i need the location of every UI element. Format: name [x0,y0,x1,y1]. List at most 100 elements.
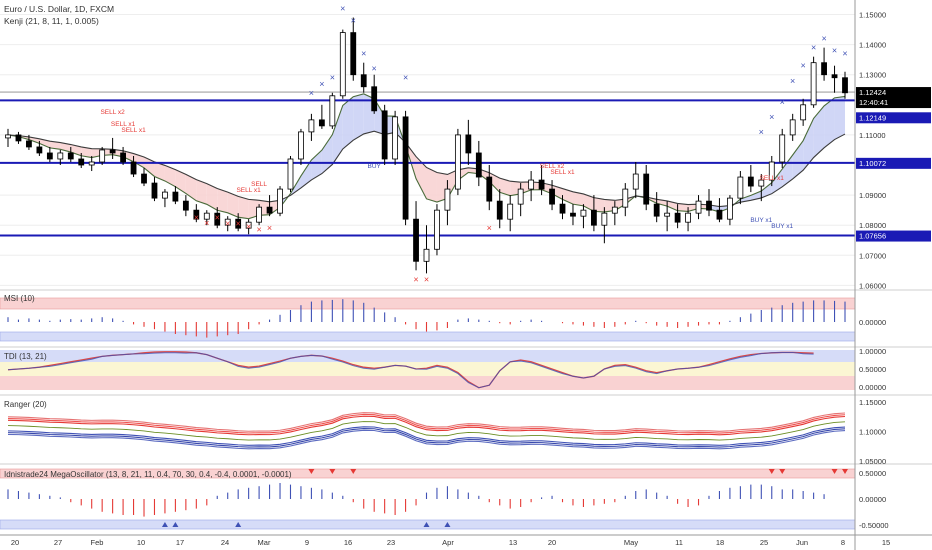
signal-x-marker: × [487,223,492,233]
candle-body [141,173,147,184]
candle-body [266,206,273,214]
signal-x-marker: × [769,112,774,122]
candle-body [5,134,11,139]
mega-buy-arrow [423,522,430,527]
candle-body [402,116,409,220]
ma-cloud-segment [803,118,814,171]
time-axis-tick: 15 [882,538,890,547]
mega-sell-arrow [779,469,786,474]
slow-ma-line [7,130,846,208]
candle-body [747,176,754,187]
candle-body [475,152,482,178]
signal-x-marker: × [424,274,429,284]
msi-pane-title: MSI (10) [4,294,35,303]
candle-body [486,176,493,202]
candle-body [706,200,712,211]
signal-x-marker: × [267,223,272,233]
ranger-band-line [7,412,846,432]
ranger-band-line [7,426,846,446]
candle-body [78,158,85,166]
candle-body [611,206,618,214]
candle-body [308,119,315,133]
candle-body [591,209,597,226]
time-axis-tick: 16 [344,538,352,547]
signal-x-marker: × [236,219,241,229]
price-axis-tick: 1.11000 [859,131,886,140]
time-axis-tick: Apr [442,538,454,547]
signal-x-marker: × [811,43,816,53]
ma-cloud-segment [49,141,61,150]
mega-buy-arrow [172,522,179,527]
tdi-main-line [7,351,814,389]
time-axis-tick: 10 [137,538,145,547]
mega-sell-arrow [308,469,315,474]
time-axis-tick: 20 [11,538,19,547]
fast-ma-line [7,93,846,220]
ma-cloud-segment [175,169,186,194]
signal-x-marker: × [351,16,356,26]
ma-cloud-segment [300,159,312,188]
candle-body [800,104,807,121]
trade-signal-label: SELL [251,181,267,188]
candle-body [109,149,116,154]
price-tag-label: 1.12424 [859,88,886,97]
ma-cloud-segment [667,200,678,211]
candle-body [737,176,744,199]
time-axis-tick: 23 [387,538,395,547]
ma-cloud-segment [332,105,343,165]
candle-body [528,179,535,190]
indicator-title: Kenji (21, 8, 11, 1, 0.005) [4,16,99,26]
msi-axis-tick: 0.00000 [859,318,886,327]
signal-x-marker: × [780,97,785,107]
ma-cloud-segment [771,169,783,194]
mega-buy-arrow [444,522,451,527]
ranger-axis-tick: 1.15000 [859,398,886,407]
time-axis-tick: 25 [760,538,768,547]
candle-body [318,119,325,127]
signal-x-marker: × [759,127,764,137]
time-axis-tick: 18 [716,538,724,547]
ma-cloud-segment [196,179,207,205]
ma-cloud-segment [185,174,197,201]
candle-body [821,62,827,76]
candle-body [67,152,74,160]
candle-body [465,134,472,154]
candle-body [350,32,357,76]
candle-body [256,206,263,223]
ranger-pane-title: Ranger (20) [4,400,47,409]
candle-body [507,203,514,220]
price-tag-bg [856,112,931,124]
signal-x-marker: × [821,34,826,44]
trade-signal-label: SELL x1 [121,127,146,134]
candle-body [298,131,304,160]
candle-body [203,212,210,220]
price-axis-tick: 1.13000 [859,71,886,80]
price-tag-label: 1.10072 [859,159,886,168]
candle-body [727,197,733,220]
mega-axis-tick: 0.50000 [859,469,886,478]
symbol-title: Euro / U.S. Dollar, 1D, FXCM [4,4,115,14]
ma-cloud-segment [206,183,218,211]
price-tag-bg [856,157,931,169]
ma-cloud-segment [834,96,845,140]
candle-body [214,212,221,226]
candle-body [622,188,629,208]
signal-x-marker: × [215,213,220,223]
signal-x-marker: × [340,4,345,14]
time-axis-tick: 9 [305,538,309,547]
candle-body [182,200,189,211]
candle-body [339,32,346,97]
mega-pane-title: Idnistrade24 MegaOscillator (13, 8, 21, … [4,470,292,479]
ma-cloud-segment [761,182,772,198]
price-tag-label: 1.07656 [859,232,886,241]
price-tag-label: 1.12149 [859,113,886,122]
time-axis-tick: 17 [176,538,184,547]
mega-axis-tick: 0.00000 [859,495,886,504]
mega-axis-tick: -0.50000 [859,521,889,530]
trade-signal-label: SELL x1 [111,121,136,128]
mega-sell-arrow [350,469,357,474]
ranger-axis-tick: 1.05000 [859,457,886,466]
time-axis-tick: 24 [221,538,229,547]
price-axis-tick: 1.08000 [859,221,886,230]
